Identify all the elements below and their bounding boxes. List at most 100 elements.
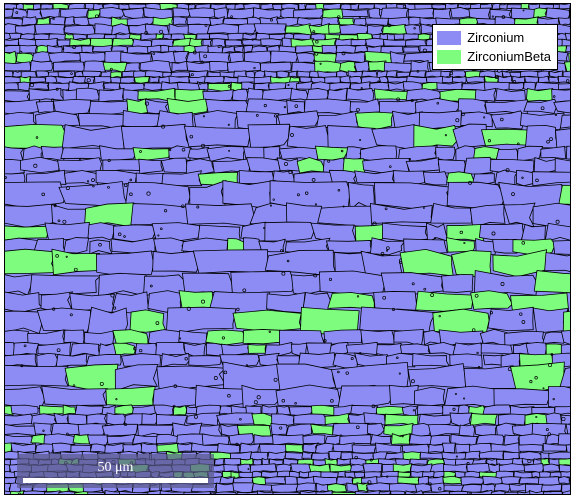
boundary-speck: [410, 379, 415, 384]
boundary-speck: [535, 415, 538, 419]
alpha-grain: [272, 491, 301, 494]
boundary-speck: [280, 249, 284, 253]
legend-label-zirconium: Zirconium: [467, 30, 525, 45]
alpha-grain: [339, 24, 370, 35]
alpha-grain: [87, 222, 117, 241]
boundary-speck: [452, 407, 456, 411]
boundary-speck: [386, 246, 390, 250]
boundary-speck: [204, 23, 208, 27]
boundary-speck: [5, 176, 7, 179]
boundary-speck: [521, 176, 524, 179]
alpha-grain: [542, 491, 563, 494]
boundary-speck: [221, 336, 225, 340]
alpha-grain: [143, 82, 163, 91]
boundary-speck: [57, 219, 61, 223]
alpha-grain: [60, 8, 90, 19]
boundary-speck: [164, 209, 168, 213]
boundary-speck: [382, 295, 387, 300]
alpha-grain: [566, 292, 570, 313]
alpha-grain: [553, 100, 570, 114]
boundary-speck: [51, 98, 55, 102]
alpha-grain: [565, 444, 570, 453]
alpha-grain: [334, 51, 367, 64]
beta-grain: [5, 442, 13, 455]
alpha-grain: [63, 237, 90, 254]
beta-grain: [533, 7, 548, 18]
boundary-speck: [20, 364, 24, 368]
boundary-speck: [270, 18, 273, 22]
boundary-speck: [281, 271, 286, 276]
alpha-grain: [228, 433, 255, 445]
boundary-speck: [273, 114, 278, 118]
alpha-grain: [251, 482, 273, 492]
alpha-grain: [560, 330, 570, 345]
boundary-speck: [52, 307, 56, 311]
alpha-grain: [288, 70, 298, 78]
alpha-grain: [404, 39, 428, 47]
alpha-grain: [503, 202, 536, 228]
boundary-speck: [66, 432, 69, 436]
boundary-speck: [65, 186, 70, 191]
alpha-grain: [552, 240, 570, 255]
alpha-grain: [293, 8, 324, 20]
alpha-grain: [21, 16, 37, 27]
alpha-grain: [95, 169, 141, 185]
alpha-grain: [46, 44, 63, 54]
alpha-grain: [5, 310, 44, 335]
alpha-grain: [264, 221, 316, 242]
alpha-grain: [227, 32, 245, 41]
alpha-grain: [565, 45, 570, 53]
boundary-speck: [535, 178, 539, 183]
boundary-speck: [144, 101, 149, 106]
boundary-speck: [107, 185, 110, 189]
alpha-grain: [101, 423, 138, 437]
beta-grain: [415, 290, 474, 312]
alpha-grain: [302, 434, 326, 445]
boundary-speck: [311, 178, 316, 182]
alpha-grain: [82, 70, 102, 78]
alpha-grain: [410, 59, 430, 73]
boundary-speck: [55, 254, 59, 258]
boundary-speck: [336, 15, 341, 19]
boundary-speck: [345, 371, 349, 375]
legend-label-zirconium-beta: ZirconiumBeta: [467, 49, 551, 64]
alpha-grain: [181, 272, 234, 295]
boundary-speck: [423, 287, 427, 291]
boundary-speck: [438, 487, 442, 491]
beta-grain: [470, 290, 513, 310]
alpha-grain: [353, 471, 366, 479]
boundary-speck: [119, 16, 122, 19]
boundary-speck: [190, 73, 194, 77]
alpha-grain: [210, 491, 237, 494]
alpha-grain: [253, 23, 287, 35]
alpha-grain: [362, 157, 411, 175]
boundary-speck: [242, 288, 247, 293]
alpha-grain: [548, 451, 570, 460]
boundary-speck: [98, 243, 102, 247]
boundary-speck: [230, 15, 233, 18]
alpha-grain: [29, 274, 102, 296]
alpha-grain: [5, 61, 31, 72]
alpha-grain: [12, 70, 22, 78]
boundary-speck: [19, 50, 23, 54]
beta-grain: [397, 471, 411, 478]
boundary-speck: [494, 75, 499, 79]
boundary-speck: [98, 74, 102, 77]
boundary-speck: [179, 337, 182, 340]
alpha-grain: [264, 476, 288, 485]
alpha-grain: [144, 98, 170, 115]
alpha-grain: [270, 50, 298, 64]
alpha-grain: [57, 70, 76, 78]
boundary-speck: [412, 409, 415, 412]
alpha-grain: [120, 76, 136, 84]
boundary-speck: [500, 282, 505, 286]
alpha-grain: [449, 412, 473, 427]
boundary-speck: [540, 106, 545, 111]
boundary-speck: [70, 72, 73, 75]
boundary-speck: [380, 252, 385, 256]
boundary-speck: [327, 159, 331, 163]
alpha-grain: [159, 490, 186, 494]
alpha-grain: [387, 16, 410, 27]
alpha-grain: [441, 274, 474, 293]
beta-grain: [133, 76, 150, 84]
